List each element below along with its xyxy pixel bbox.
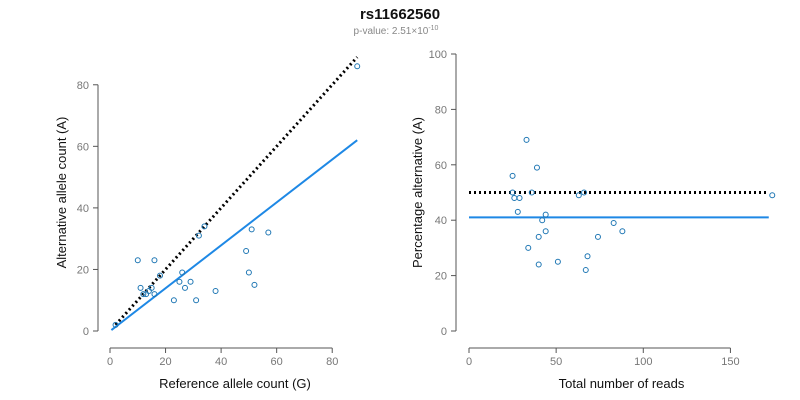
left-x-tick-label: 80 bbox=[326, 356, 338, 368]
right-data-point bbox=[594, 233, 601, 240]
left-data-point bbox=[179, 269, 186, 276]
allele-count-scatter-plot: 0 20 40 60 80 0 20 40 60 80 Reference allele count… bbox=[54, 56, 361, 391]
right-y-axis-title: Percentage alternative (A) bbox=[410, 117, 425, 268]
right-data-point bbox=[511, 195, 518, 202]
left-y-tick-label: 40 bbox=[77, 203, 89, 215]
right-data-point bbox=[554, 258, 561, 265]
p-value-exponent: -10 bbox=[428, 25, 438, 32]
left-data-point bbox=[201, 223, 208, 230]
left-fit-line bbox=[110, 139, 358, 331]
left-data-point bbox=[140, 291, 147, 298]
left-y-tick-label: 80 bbox=[77, 80, 89, 92]
right-data-point bbox=[533, 164, 540, 171]
left-data-point bbox=[151, 291, 158, 298]
right-y-tick-label: 20 bbox=[435, 271, 447, 283]
right-data-point bbox=[581, 189, 588, 196]
right-data-point bbox=[523, 136, 530, 143]
right-data-point bbox=[769, 192, 776, 199]
right-y-tick-label: 40 bbox=[435, 215, 447, 227]
left-data-point bbox=[170, 297, 177, 304]
right-data-point bbox=[539, 217, 546, 224]
left-data-point bbox=[193, 297, 200, 304]
chart-title: rs11662560 bbox=[360, 6, 440, 23]
left-data-point bbox=[195, 232, 202, 239]
left-data-point bbox=[157, 272, 163, 279]
right-x-tick-label: 50 bbox=[550, 356, 562, 368]
p-value-subtitle: p-value: 2.51×10-10 bbox=[354, 25, 439, 37]
left-y-axis-title: Alternative allele count (A) bbox=[54, 117, 69, 269]
right-x-tick-label: 150 bbox=[721, 356, 739, 368]
right-data-point bbox=[535, 261, 542, 268]
p-value-base: p-value: 2.51×10 bbox=[354, 26, 429, 37]
right-data-point bbox=[575, 192, 582, 199]
left-x-axis-title: Reference allele count (G) bbox=[159, 376, 311, 391]
left-data-point bbox=[112, 321, 119, 328]
right-data-point bbox=[528, 189, 535, 196]
right-data-point bbox=[509, 172, 516, 179]
right-data-point bbox=[619, 228, 626, 235]
left-data-point bbox=[151, 257, 158, 264]
right-data-point bbox=[542, 211, 549, 218]
percentage-alternative-scatter-plot: 0 50 100 150 0 20 40 60 80 100 Total number of rea… bbox=[410, 49, 776, 391]
right-data-point bbox=[582, 267, 589, 274]
left-data-point bbox=[248, 226, 255, 233]
left-data-point bbox=[265, 229, 272, 236]
left-data-point bbox=[354, 63, 361, 70]
left-data-point bbox=[251, 281, 258, 288]
right-data-point bbox=[509, 189, 516, 196]
left-data-point bbox=[212, 287, 219, 294]
right-data-point bbox=[584, 253, 591, 260]
left-y-tick-label: 60 bbox=[77, 141, 89, 153]
right-data-point bbox=[514, 208, 521, 215]
right-data-point bbox=[535, 233, 542, 240]
right-x-tick-label: 0 bbox=[466, 356, 472, 368]
left-data-point bbox=[182, 284, 188, 291]
left-data-point bbox=[148, 284, 155, 291]
left-x-tick-label: 20 bbox=[159, 356, 171, 368]
right-data-point bbox=[610, 219, 617, 226]
left-data-point bbox=[243, 247, 250, 254]
right-y-tick-label: 80 bbox=[435, 104, 447, 116]
left-data-point bbox=[187, 278, 194, 285]
right-data-point bbox=[525, 244, 532, 251]
left-y-tick-label: 0 bbox=[83, 326, 89, 338]
right-y-tick-label: 0 bbox=[441, 326, 447, 338]
left-x-tick-label: 0 bbox=[107, 356, 113, 368]
right-x-axis-title: Total number of reads bbox=[559, 376, 685, 391]
right-data-point bbox=[542, 228, 549, 235]
left-x-tick-label: 60 bbox=[271, 356, 283, 368]
left-reference-line bbox=[114, 56, 359, 326]
left-data-point bbox=[134, 257, 141, 264]
left-data-point bbox=[176, 278, 183, 285]
left-y-tick-label: 20 bbox=[77, 264, 89, 276]
left-data-point bbox=[137, 284, 144, 291]
right-data-point bbox=[516, 195, 523, 202]
right-y-tick-label: 100 bbox=[429, 49, 447, 61]
left-data-point bbox=[245, 269, 252, 276]
right-x-tick-label: 100 bbox=[634, 356, 652, 368]
right-y-tick-label: 60 bbox=[435, 160, 447, 172]
left-x-tick-label: 40 bbox=[215, 356, 227, 368]
